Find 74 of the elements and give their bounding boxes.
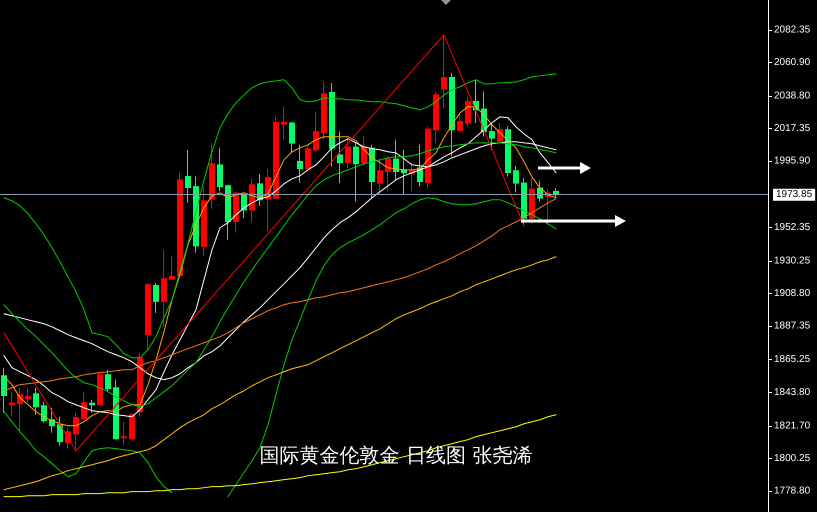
candlestick (313, 111, 319, 154)
y-tick-label: 2038.80 (774, 90, 811, 102)
candlestick (385, 156, 391, 192)
y-tick-label: 1800.25 (774, 452, 811, 464)
candlestick (281, 106, 287, 140)
y-tick-label: 2017.35 (774, 123, 811, 134)
candlestick (225, 184, 231, 240)
candlestick (521, 178, 527, 226)
candlestick (417, 144, 423, 188)
candlestick (33, 387, 39, 416)
candlestick (393, 139, 399, 180)
ref-line-label: 1973.85 (776, 189, 813, 200)
candlestick (177, 172, 183, 276)
candlestick (201, 186, 207, 256)
candlestick (337, 131, 343, 184)
candlestick (89, 399, 95, 414)
candlestick (217, 147, 223, 192)
candlestick (449, 72, 455, 157)
candlestick (81, 391, 87, 420)
candlestick (273, 116, 279, 200)
y-tick-label: 1908.80 (774, 288, 811, 300)
candlestick (49, 407, 55, 434)
y-tick-label: 2082.35 (774, 24, 811, 36)
candlestick (145, 282, 151, 350)
candlestick (305, 144, 311, 172)
line-series (4, 73, 556, 358)
candlestick (289, 121, 295, 154)
y-tick-label: 1930.25 (774, 255, 811, 266)
candlestick (377, 158, 383, 194)
y-tick-label: 1865.25 (774, 354, 811, 366)
y-tick-label: 1887.35 (774, 320, 811, 332)
candlestick (497, 122, 503, 144)
candlestick (25, 387, 31, 404)
candlestick (297, 144, 303, 183)
y-tick-label: 1778.80 (774, 486, 811, 497)
candlestick (241, 192, 247, 219)
candlestick (457, 112, 463, 132)
candlestick (153, 282, 159, 314)
candlestick (169, 255, 175, 280)
candlestick (361, 135, 367, 166)
candlestick (105, 369, 111, 392)
candlestick (321, 81, 327, 140)
candlestick (329, 82, 335, 168)
candlestick (513, 165, 519, 193)
candlestick (161, 249, 167, 328)
candlestick (433, 90, 439, 144)
line-series (4, 414, 556, 498)
y-tick-label: 1952.35 (774, 222, 811, 233)
candlestick (185, 149, 191, 204)
line-series (4, 198, 556, 392)
candlestick (505, 126, 511, 178)
line-series (4, 256, 556, 490)
y-tick-label: 1821.70 (774, 420, 811, 432)
candlestick (353, 142, 359, 202)
candlestick (97, 371, 103, 406)
candlestick (465, 96, 471, 128)
y-tick-label: 2060.90 (774, 56, 811, 68)
candlestick (113, 379, 119, 440)
candlestick (121, 421, 127, 446)
candlestick (41, 401, 47, 424)
candlestick (489, 122, 495, 150)
y-tick-label: 1995.90 (774, 156, 811, 167)
candlestick (233, 190, 239, 233)
candlestick (57, 416, 63, 446)
candlestick (1, 367, 7, 414)
candlestick (9, 391, 15, 418)
candlestick (425, 126, 431, 189)
candlestick (129, 412, 135, 442)
y-tick-label: 1843.80 (774, 386, 811, 398)
candlestick (17, 387, 23, 432)
candlestick (209, 142, 215, 210)
candlestick (345, 139, 351, 169)
candlestick (529, 178, 535, 224)
candlestick (401, 149, 407, 196)
